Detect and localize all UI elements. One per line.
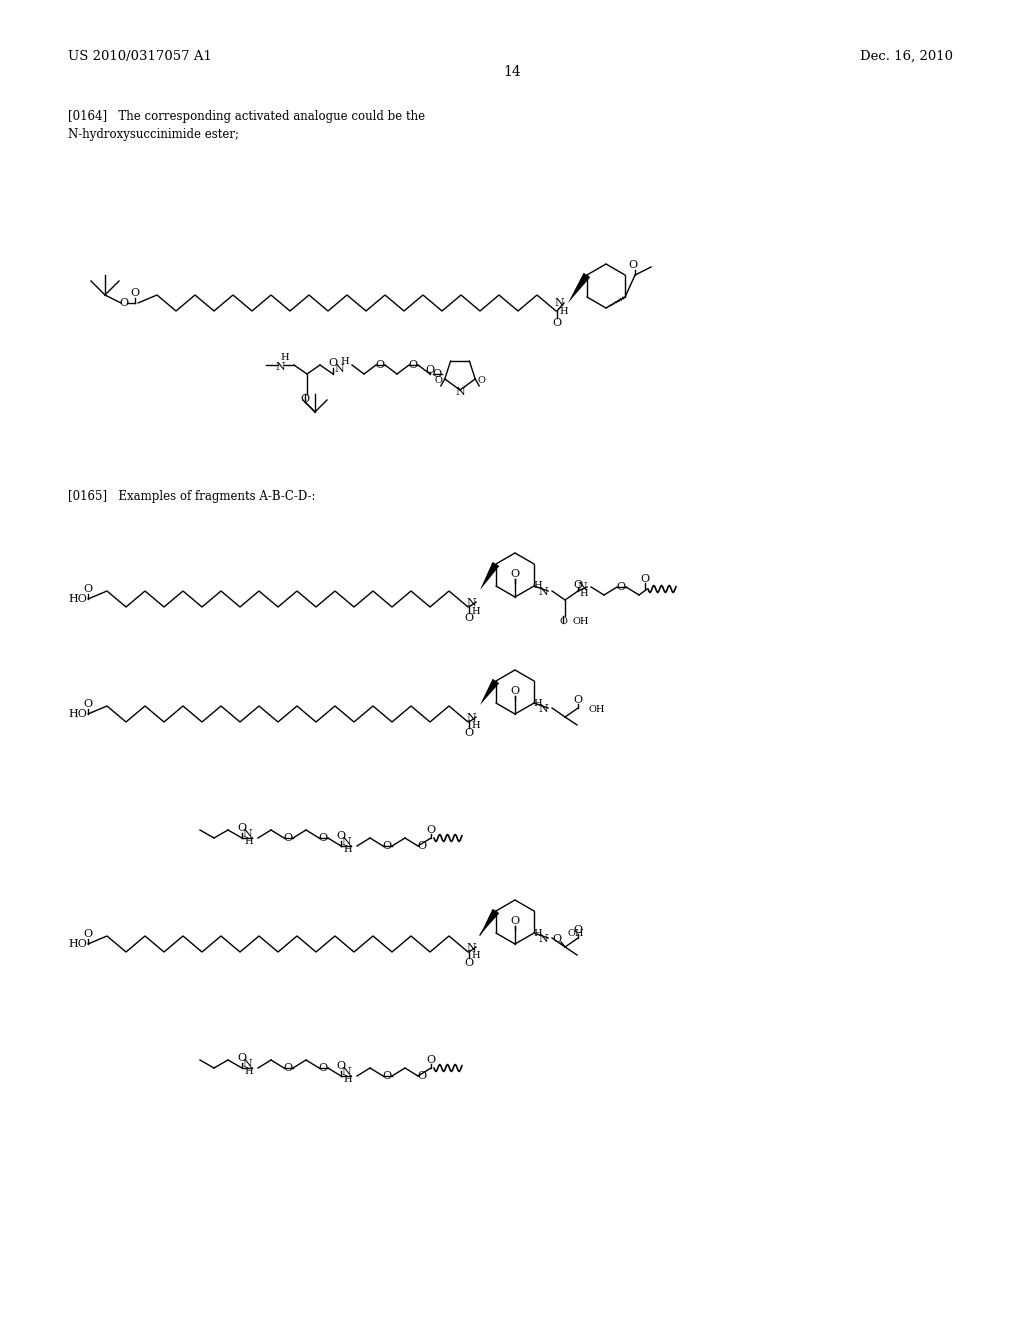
Text: H: H [344, 1076, 352, 1085]
Polygon shape [480, 908, 500, 935]
Text: O: O [238, 1053, 247, 1063]
Text: OH: OH [588, 705, 604, 714]
Text: N: N [554, 298, 564, 308]
Polygon shape [480, 562, 500, 590]
Text: US 2010/0317057 A1: US 2010/0317057 A1 [68, 50, 212, 63]
Text: O: O [559, 616, 567, 626]
Text: H: H [534, 928, 543, 937]
Text: H: H [560, 306, 568, 315]
Text: N: N [466, 942, 476, 953]
Text: O: O [284, 1063, 293, 1073]
Text: O: O [573, 696, 583, 705]
Text: N: N [466, 713, 476, 723]
Text: HO: HO [68, 709, 87, 719]
Text: O: O [337, 832, 345, 841]
Text: O: O [553, 935, 561, 944]
Text: O: O [83, 583, 92, 594]
Text: H: H [534, 698, 543, 708]
Text: N: N [242, 829, 252, 840]
Text: O: O [83, 700, 92, 709]
Text: OH: OH [572, 618, 589, 627]
Text: O: O [426, 1055, 435, 1065]
Text: N: N [539, 935, 548, 944]
Text: O: O [238, 822, 247, 833]
Text: [0165]   Examples of fragments A-B-C-D-:: [0165] Examples of fragments A-B-C-D-: [68, 490, 315, 503]
Text: OH: OH [567, 928, 584, 937]
Text: O: O [616, 582, 626, 591]
Text: N: N [466, 598, 476, 609]
Text: O: O [300, 393, 309, 404]
Text: N: N [341, 837, 351, 847]
Text: O: O [376, 360, 385, 370]
Text: O: O [573, 925, 583, 935]
Polygon shape [480, 678, 500, 705]
Text: N: N [455, 387, 465, 397]
Text: O: O [318, 833, 328, 843]
Text: HO: HO [68, 939, 87, 949]
Text: H: H [341, 358, 349, 367]
Text: Dec. 16, 2010: Dec. 16, 2010 [860, 50, 953, 63]
Text: O: O [425, 366, 434, 375]
Text: O: O [510, 916, 519, 927]
Text: O: O [640, 574, 649, 583]
Text: O: O [552, 318, 561, 327]
Text: O: O [510, 569, 519, 579]
Text: N: N [539, 587, 548, 597]
Text: O: O [337, 1061, 345, 1071]
Text: H: H [245, 837, 253, 846]
Text: N: N [334, 364, 344, 374]
Text: O: O [418, 841, 427, 851]
Text: H: H [534, 582, 543, 590]
Text: H: H [472, 952, 480, 961]
Text: O: O [409, 360, 418, 370]
Text: N: N [341, 1067, 351, 1077]
Text: O: O [382, 1071, 391, 1081]
Text: O: O [477, 376, 485, 385]
Text: HO: HO [68, 594, 87, 605]
Text: O: O [510, 686, 519, 696]
Text: H: H [472, 606, 480, 615]
Text: H: H [472, 722, 480, 730]
Text: O: O [418, 1071, 427, 1081]
Text: O: O [329, 358, 338, 368]
Text: H: H [580, 589, 589, 598]
Text: O: O [426, 825, 435, 836]
Text: O: O [318, 1063, 328, 1073]
Text: H: H [281, 354, 290, 363]
Text: O: O [465, 958, 473, 968]
Text: O: O [573, 579, 583, 590]
Text: O: O [284, 833, 293, 843]
Text: O: O [120, 298, 129, 308]
Text: O: O [83, 929, 92, 939]
Text: O: O [130, 288, 139, 298]
Polygon shape [568, 273, 590, 304]
Text: H: H [245, 1068, 253, 1077]
Text: O: O [432, 370, 441, 379]
Text: O: O [465, 729, 473, 738]
Text: 14: 14 [503, 65, 521, 79]
Text: O: O [629, 260, 638, 271]
Text: O: O [435, 376, 442, 385]
Text: [0164]   The corresponding activated analogue could be the
N-hydroxysuccinimide : [0164] The corresponding activated analo… [68, 110, 425, 141]
Text: N: N [242, 1059, 252, 1069]
Text: N: N [275, 362, 285, 372]
Text: N: N [578, 582, 587, 591]
Text: H: H [344, 846, 352, 854]
Text: N: N [539, 704, 548, 714]
Text: O: O [382, 841, 391, 851]
Text: O: O [465, 612, 473, 623]
